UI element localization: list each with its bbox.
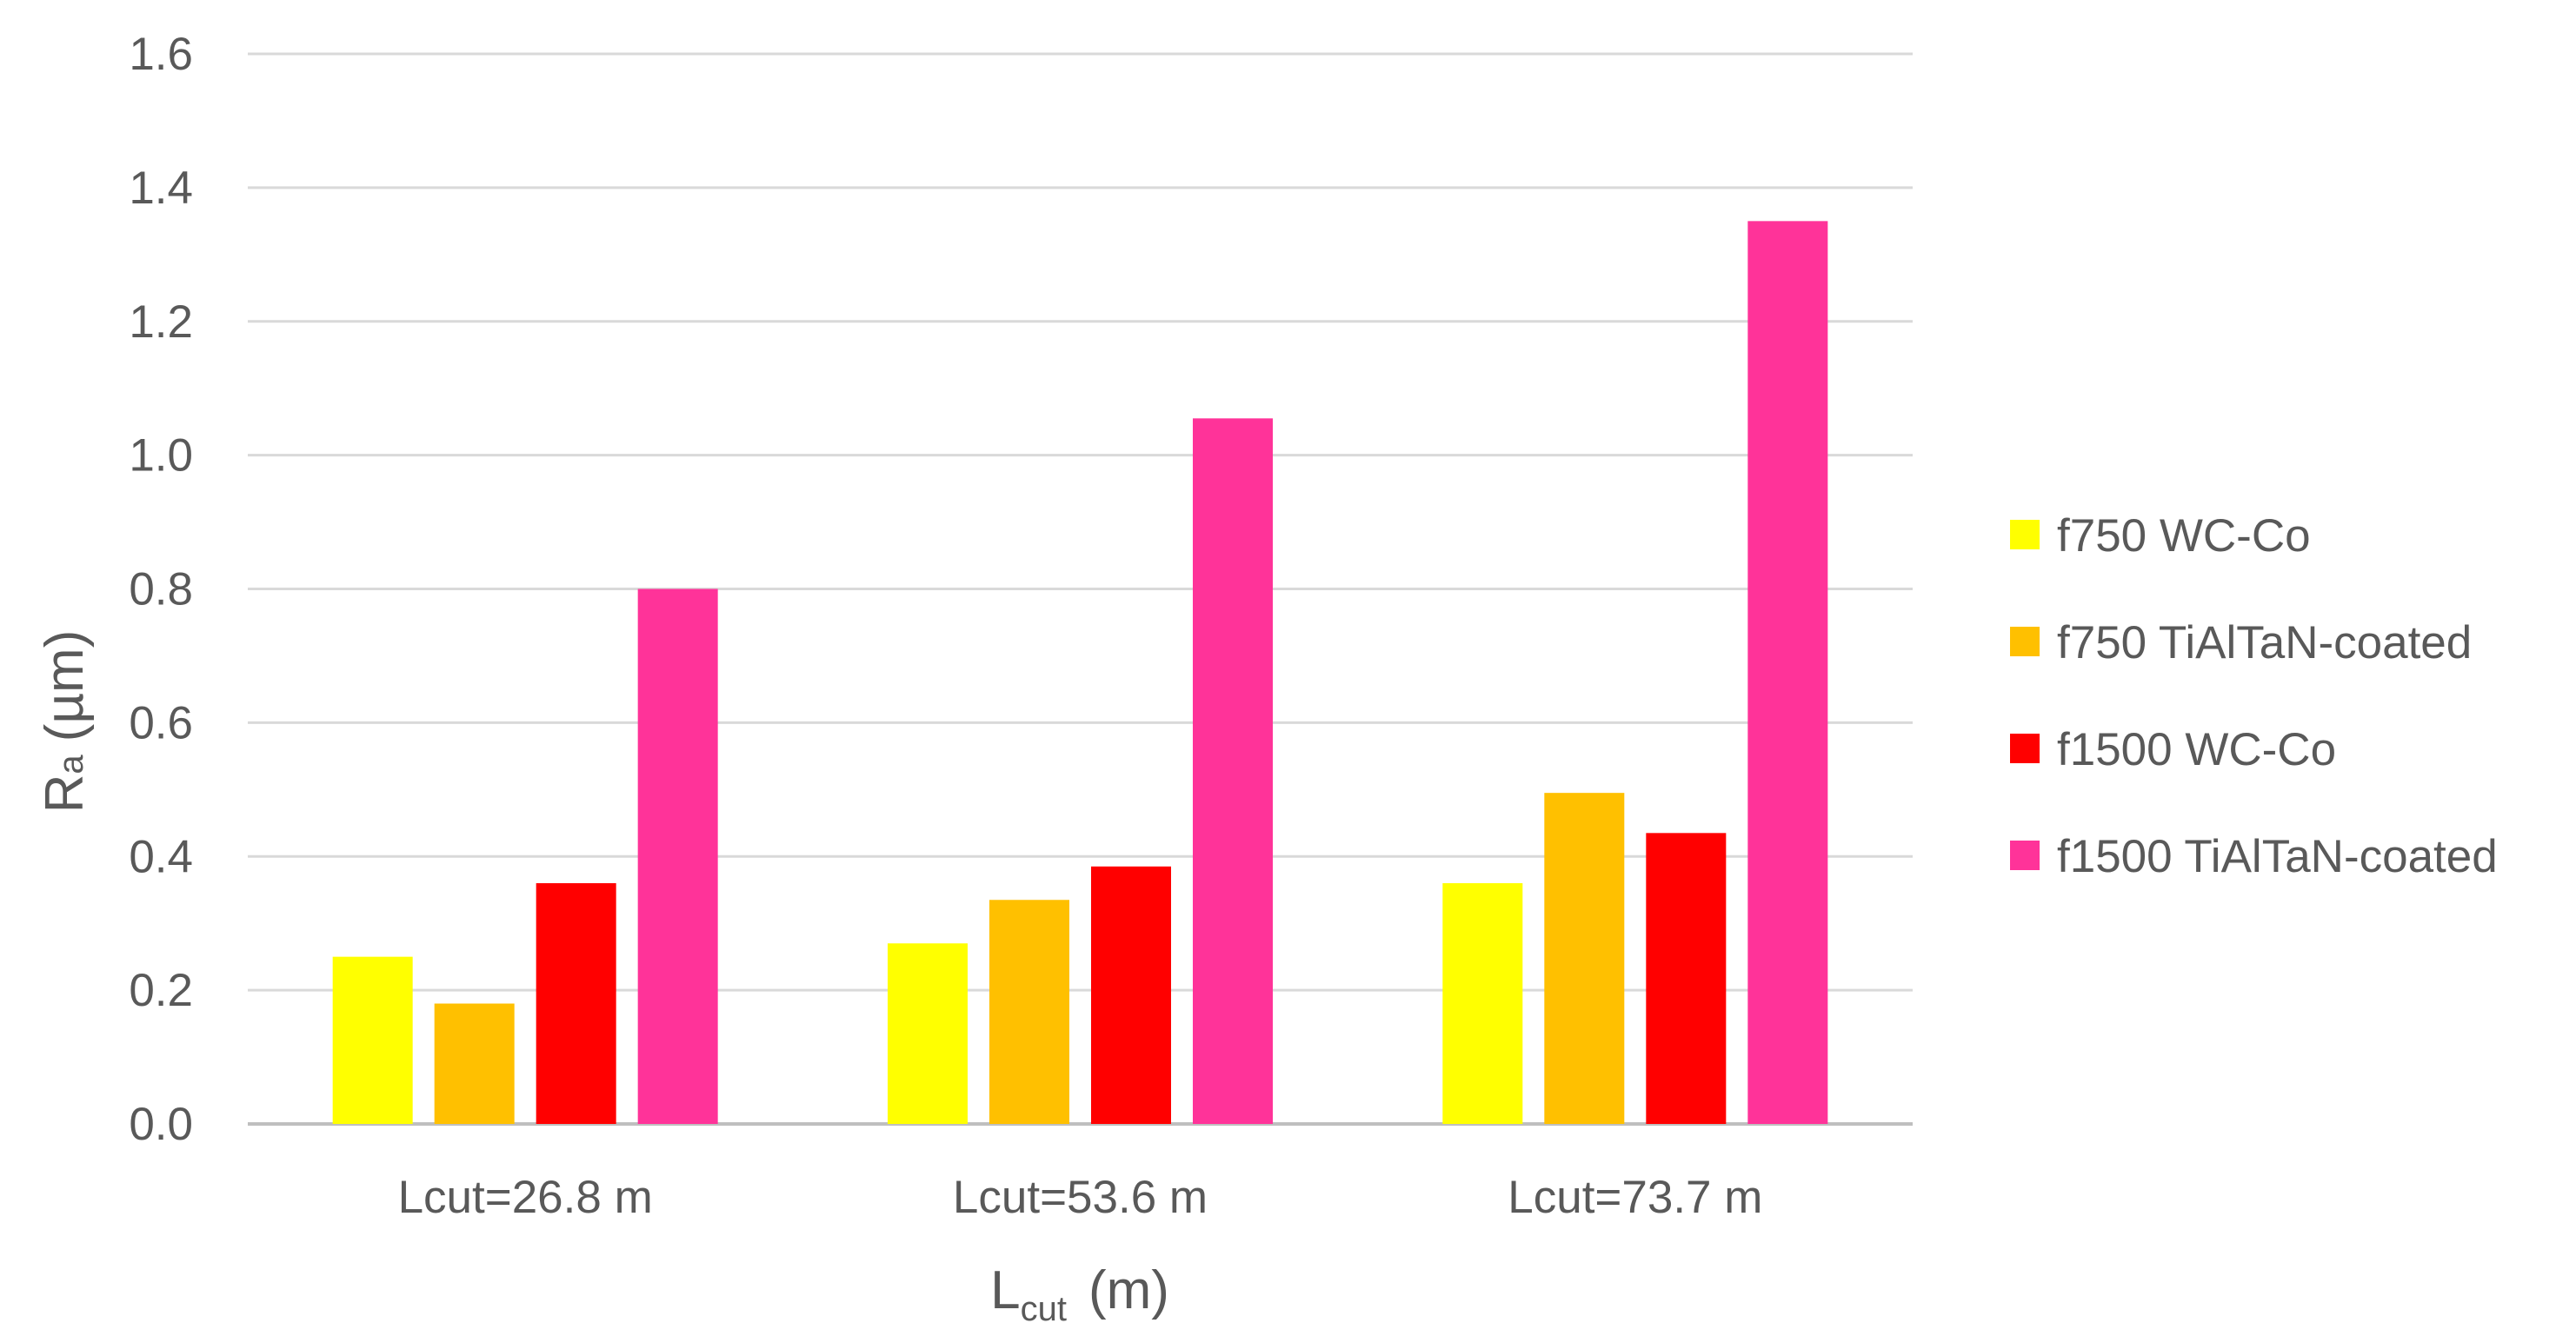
y-tick-label: 0.6 bbox=[129, 697, 193, 748]
y-tick-label: 1.6 bbox=[129, 29, 193, 80]
y-axis-title-unit: (µm) bbox=[35, 630, 95, 742]
bar bbox=[1646, 833, 1727, 1124]
bar bbox=[536, 883, 616, 1124]
y-tick-label: 0.0 bbox=[129, 1099, 193, 1150]
bar bbox=[637, 588, 718, 1124]
bar bbox=[1193, 418, 1273, 1124]
x-axis-title-unit: (m) bbox=[1088, 1260, 1169, 1320]
legend-label: f1500 TiAlTaN-coated bbox=[2057, 831, 2498, 882]
legend-label: f750 WC-Co bbox=[2057, 510, 2311, 562]
y-tick-label: 1.0 bbox=[129, 430, 193, 482]
x-tick-label: Lcut=26.8 m bbox=[398, 1172, 653, 1223]
bars bbox=[332, 221, 1828, 1124]
legend-label: f750 TiAlTaN-coated bbox=[2057, 617, 2472, 668]
x-axis-title: Lcut (m) bbox=[990, 1260, 1169, 1328]
y-axis-title: Ra (µm) bbox=[35, 630, 95, 814]
y-tick-label: 1.4 bbox=[129, 163, 193, 214]
legend: f750 WC-Co f750 TiAlTaN-coated f1500 WC-Co… bbox=[2010, 510, 2498, 882]
y-tick-label: 0.4 bbox=[129, 831, 193, 882]
x-axis-ticks: Lcut=26.8 m Lcut=53.6 m Lcut=73.7 m bbox=[398, 1172, 1763, 1223]
bar bbox=[888, 943, 968, 1124]
x-tick-label: Lcut=73.7 m bbox=[1508, 1172, 1762, 1223]
legend-swatch bbox=[2010, 520, 2040, 549]
x-axis-title-main: L bbox=[990, 1260, 1020, 1320]
y-tick-label: 0.2 bbox=[129, 965, 193, 1016]
legend-label: f1500 WC-Co bbox=[2057, 724, 2336, 775]
gridlines bbox=[248, 52, 1913, 1126]
legend-swatch bbox=[2010, 841, 2040, 870]
legend-swatch bbox=[2010, 627, 2040, 656]
y-tick-label: 1.2 bbox=[129, 296, 193, 348]
x-tick-label: Lcut=53.6 m bbox=[953, 1172, 1208, 1223]
bar bbox=[1544, 793, 1625, 1124]
y-axis-ticks: 0.0 0.2 0.4 0.6 0.8 1.0 1.2 1.4 1.6 bbox=[129, 29, 193, 1150]
x-axis-title-sub: cut bbox=[1021, 1290, 1067, 1328]
y-axis-title-sub: a bbox=[52, 755, 90, 775]
bar bbox=[1091, 866, 1171, 1124]
y-tick-label: 0.8 bbox=[129, 564, 193, 615]
bar bbox=[989, 900, 1069, 1124]
bar bbox=[332, 956, 413, 1124]
bar bbox=[1747, 221, 1828, 1124]
bar bbox=[434, 1003, 515, 1124]
bar bbox=[1442, 883, 1523, 1124]
y-axis-title-main: R bbox=[35, 775, 95, 814]
legend-swatch bbox=[2010, 734, 2040, 763]
